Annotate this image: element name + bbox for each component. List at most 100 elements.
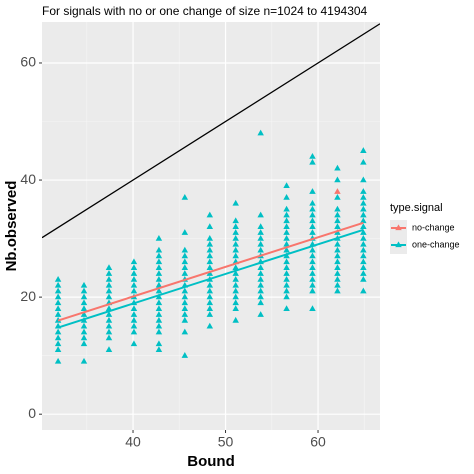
point — [181, 293, 189, 300]
point — [257, 311, 264, 317]
point — [283, 194, 290, 200]
point — [283, 211, 290, 218]
point — [309, 258, 316, 265]
point — [309, 281, 316, 288]
point — [181, 229, 189, 235]
point — [309, 229, 316, 235]
point — [105, 346, 113, 352]
point — [232, 281, 239, 288]
point — [309, 217, 316, 224]
point — [334, 164, 341, 171]
point — [334, 258, 341, 265]
point — [232, 264, 239, 271]
legend-label: no-change — [412, 222, 455, 232]
point — [155, 275, 163, 282]
point — [334, 270, 341, 276]
point — [257, 270, 264, 276]
point — [80, 287, 88, 294]
point — [155, 293, 163, 300]
point — [130, 340, 138, 347]
point — [257, 287, 264, 294]
point — [283, 264, 290, 271]
point — [105, 293, 113, 300]
point — [80, 328, 88, 335]
legend-point — [395, 241, 402, 248]
point — [232, 275, 239, 282]
point — [206, 211, 214, 218]
point — [283, 258, 290, 265]
point — [283, 240, 290, 247]
point — [105, 275, 113, 282]
point — [360, 158, 367, 165]
point — [257, 129, 264, 136]
x-axis-label: Bound — [187, 453, 234, 470]
point — [105, 264, 113, 271]
point — [54, 334, 62, 341]
point — [54, 275, 62, 282]
point — [105, 328, 113, 335]
point — [80, 281, 88, 288]
y-tick-label: 0 — [28, 405, 36, 421]
point — [130, 322, 138, 329]
point — [206, 223, 214, 230]
point — [80, 357, 88, 364]
point — [360, 147, 367, 153]
point — [257, 240, 264, 247]
legend-point — [395, 224, 402, 231]
point — [283, 182, 290, 189]
point — [130, 311, 138, 317]
point — [334, 281, 341, 288]
point — [360, 246, 367, 253]
fit-line — [57, 221, 364, 322]
point — [54, 311, 62, 317]
point — [54, 305, 62, 311]
point — [80, 322, 88, 329]
point — [309, 188, 316, 194]
point — [334, 275, 341, 282]
point — [155, 328, 163, 335]
point — [283, 270, 290, 276]
point — [283, 229, 290, 235]
point — [360, 234, 367, 241]
point — [283, 234, 290, 241]
point — [206, 281, 214, 288]
point — [360, 229, 367, 235]
point — [105, 270, 113, 276]
point — [360, 223, 367, 230]
point — [206, 252, 214, 259]
point — [232, 229, 239, 235]
point — [309, 270, 316, 276]
point — [130, 305, 138, 311]
point — [155, 252, 163, 259]
x-tick-label: 40 — [125, 434, 141, 450]
point — [360, 275, 367, 282]
point — [360, 194, 367, 200]
x-tick-label: 60 — [310, 434, 326, 450]
point — [54, 328, 62, 335]
point — [360, 176, 367, 183]
point — [309, 287, 316, 294]
point — [80, 305, 88, 311]
point — [232, 217, 239, 224]
point — [206, 305, 214, 311]
point — [54, 281, 62, 288]
point — [283, 281, 290, 288]
point — [283, 217, 290, 224]
point — [105, 334, 113, 341]
point — [232, 299, 239, 306]
point — [232, 234, 239, 241]
point — [360, 287, 367, 294]
point — [181, 311, 189, 317]
point — [130, 264, 138, 271]
point — [206, 311, 214, 317]
point — [360, 188, 367, 194]
reference-line — [42, 23, 380, 239]
point — [232, 316, 239, 323]
point — [181, 252, 189, 259]
point — [54, 340, 62, 347]
point — [130, 316, 138, 323]
point — [206, 246, 214, 253]
point — [130, 275, 138, 282]
point — [232, 199, 239, 206]
